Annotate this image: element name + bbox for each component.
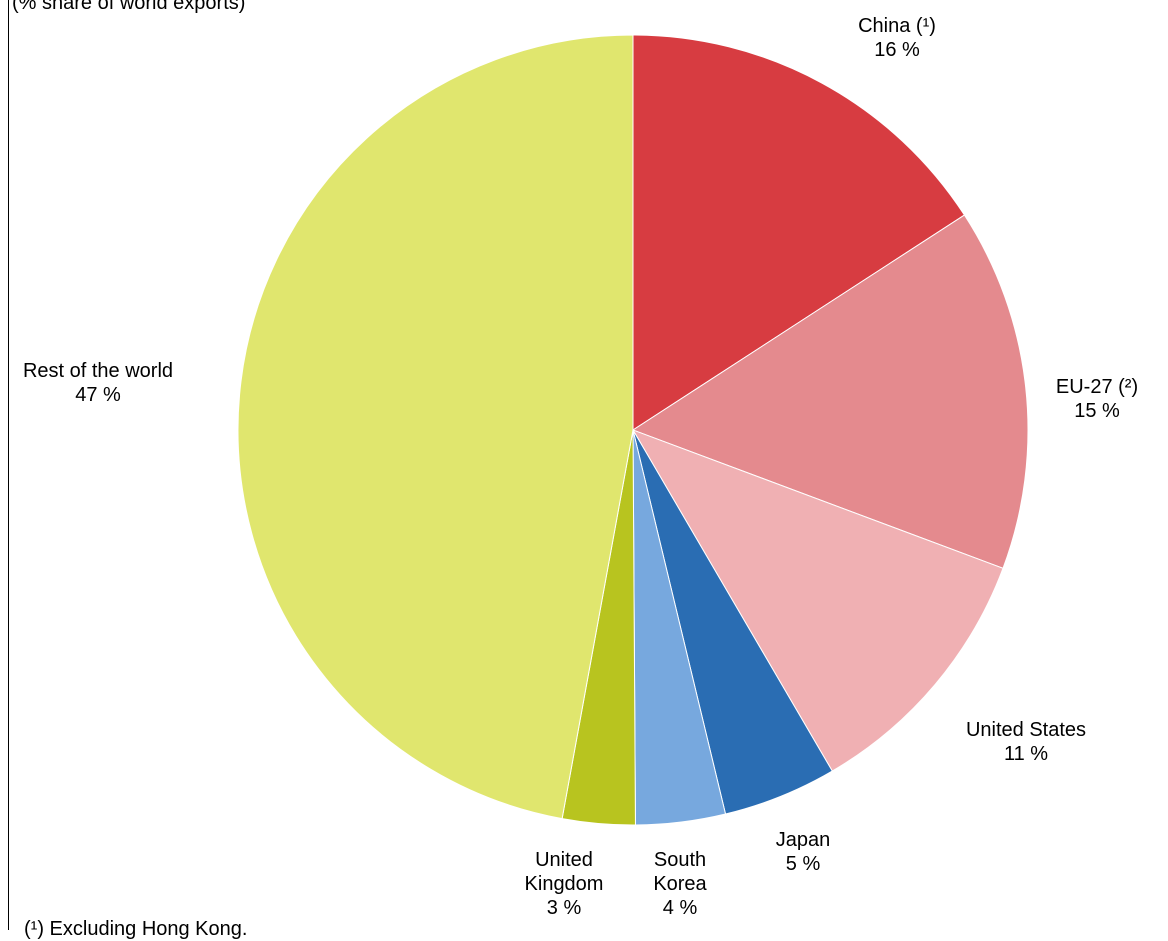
pie-label-united-kingdom: United Kingdom 3 % (525, 849, 604, 919)
pie-slice-rest-of-the-world (237, 34, 634, 820)
pie-label-rest-of-the-world: Rest of the world 47 % (23, 360, 173, 406)
pie-label-text-united-kingdom: Kingdom (525, 873, 604, 895)
pie-label-text-united-kingdom: United (535, 849, 593, 871)
pie-slices (237, 34, 1029, 826)
pie-value-eu-27: 15 % (1074, 400, 1120, 422)
pie-value-rest-of-the-world: 47 % (75, 384, 121, 406)
pie-label-united-states: United States 11 % (966, 719, 1086, 765)
pie-label-eu-27: EU-27 (²) 15 % (1056, 376, 1138, 422)
pie-value-japan: 5 % (786, 853, 821, 875)
pie-value-united-kingdom: 3 % (547, 897, 582, 919)
pie-label-south-korea: South Korea 4 % (653, 849, 707, 919)
pie-value-china: 16 % (874, 39, 920, 61)
pie-value-south-korea: 4 % (663, 897, 698, 919)
pie-label-text-south-korea: Korea (653, 873, 707, 895)
pie-label-text-south-korea: South (654, 849, 706, 871)
chart-subtitle: (% share of world exports) (12, 0, 246, 14)
pie-value-united-states: 11 % (1004, 743, 1048, 765)
pie-slice-china (632, 34, 966, 431)
pie-labels: China (¹) 16 %EU-27 (²) 15 %United States 1… (23, 15, 1138, 919)
pie-slice-eu-27 (631, 214, 1029, 569)
pie-label-japan: Japan 5 % (776, 829, 831, 875)
pie-label-china: China (¹) 16 % (858, 15, 936, 61)
pie-label-text-united-states: United States (966, 719, 1086, 741)
pie-label-text-china: China (¹) (858, 15, 936, 37)
pie-label-text-japan: Japan (776, 829, 831, 851)
pie-slice-united-states (631, 429, 1004, 772)
pie-label-text-eu-27: EU-27 (²) (1056, 376, 1138, 398)
frame-left-border (8, 0, 9, 930)
pie-label-text-rest-of-the-world: Rest of the world (23, 360, 173, 382)
